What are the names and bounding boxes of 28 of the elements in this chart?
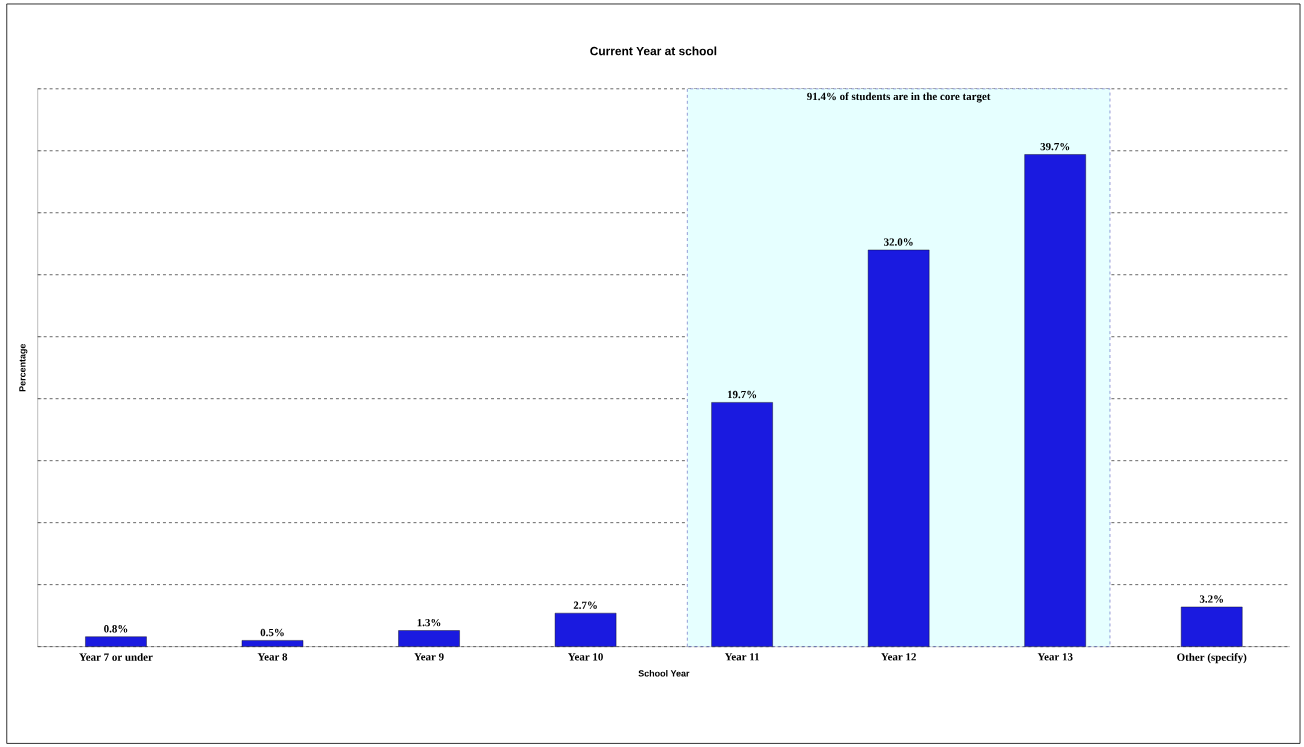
y-axis-title: Percentage	[19, 343, 28, 392]
bar	[554, 612, 617, 647]
data-label: 1.3%	[417, 618, 441, 627]
chart-title: Current Year at school	[590, 46, 717, 56]
bar	[85, 636, 147, 647]
bar	[398, 630, 460, 647]
data-label: 19.7%	[727, 390, 757, 399]
bar	[1024, 154, 1086, 647]
bar	[867, 249, 930, 647]
data-label: 32.0%	[884, 238, 913, 246]
x-tick-label: Year 9	[414, 652, 444, 661]
data-label: 2.7%	[573, 601, 597, 609]
x-axis-title: School Year	[638, 669, 690, 677]
data-label: 0.5%	[260, 628, 284, 637]
x-tick-label: Year 10	[568, 652, 603, 661]
data-label: 39.7%	[1040, 142, 1070, 151]
band-label: 91.4% of students are in the core target	[807, 92, 991, 103]
x-tick-label: Year 13	[1037, 652, 1073, 661]
x-tick-label: Year 8	[257, 652, 288, 661]
bar	[1181, 606, 1243, 647]
data-label: 3.2%	[1199, 595, 1223, 603]
x-tick-label: Year 7 or under	[79, 652, 153, 661]
x-tick-label: Year 11	[724, 652, 760, 661]
x-tick-label: Other (specify)	[1177, 652, 1247, 663]
data-label: 0.8%	[104, 624, 128, 633]
bar	[241, 640, 304, 647]
bar	[711, 402, 773, 647]
x-tick-label: Year 12	[881, 652, 916, 661]
